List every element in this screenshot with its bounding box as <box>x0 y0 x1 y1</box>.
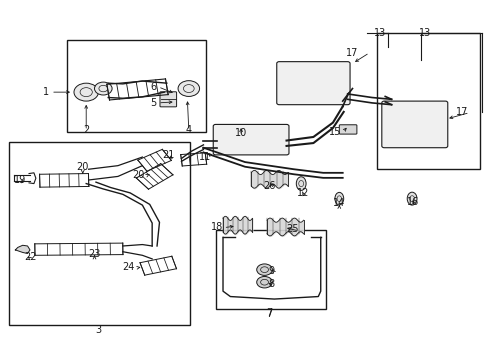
Text: 12: 12 <box>297 188 310 198</box>
Circle shape <box>74 83 98 101</box>
Bar <box>9 142 190 325</box>
Text: 22: 22 <box>24 252 37 262</box>
FancyBboxPatch shape <box>160 92 176 107</box>
Text: 11: 11 <box>198 152 211 162</box>
Circle shape <box>178 81 199 96</box>
Circle shape <box>257 276 272 288</box>
Text: 24: 24 <box>122 262 135 272</box>
Ellipse shape <box>335 192 343 205</box>
Text: 13: 13 <box>374 28 387 38</box>
Text: 18: 18 <box>211 222 223 231</box>
Text: 26: 26 <box>264 181 276 191</box>
Text: 10: 10 <box>235 129 247 138</box>
Text: 14: 14 <box>333 198 345 208</box>
Text: 6: 6 <box>150 82 156 92</box>
Text: 4: 4 <box>186 125 192 135</box>
FancyBboxPatch shape <box>213 125 289 155</box>
Text: 5: 5 <box>150 98 156 108</box>
Bar <box>67 40 206 132</box>
Text: 9: 9 <box>268 266 274 276</box>
Text: 2: 2 <box>83 125 89 135</box>
Text: 20: 20 <box>76 162 89 172</box>
Text: 1: 1 <box>44 87 49 97</box>
Text: 23: 23 <box>88 248 101 258</box>
Circle shape <box>95 82 112 95</box>
Ellipse shape <box>296 177 306 190</box>
Text: 15: 15 <box>329 127 341 136</box>
Text: 7: 7 <box>266 309 272 319</box>
Text: 17: 17 <box>346 48 358 58</box>
FancyBboxPatch shape <box>277 62 350 105</box>
Text: 7: 7 <box>266 308 272 318</box>
FancyBboxPatch shape <box>339 125 357 134</box>
Text: 17: 17 <box>456 107 469 117</box>
Text: 16: 16 <box>408 197 420 207</box>
Text: 19: 19 <box>14 175 26 185</box>
Text: 3: 3 <box>96 325 101 335</box>
Polygon shape <box>15 245 30 253</box>
Text: 8: 8 <box>268 279 274 289</box>
Text: 13: 13 <box>418 28 431 38</box>
Text: 25: 25 <box>286 225 299 234</box>
Bar <box>377 33 480 169</box>
Text: 21: 21 <box>162 150 174 160</box>
Ellipse shape <box>407 192 417 205</box>
Text: 20: 20 <box>132 170 145 180</box>
Bar <box>216 230 326 309</box>
FancyBboxPatch shape <box>382 101 448 148</box>
Circle shape <box>257 264 272 275</box>
